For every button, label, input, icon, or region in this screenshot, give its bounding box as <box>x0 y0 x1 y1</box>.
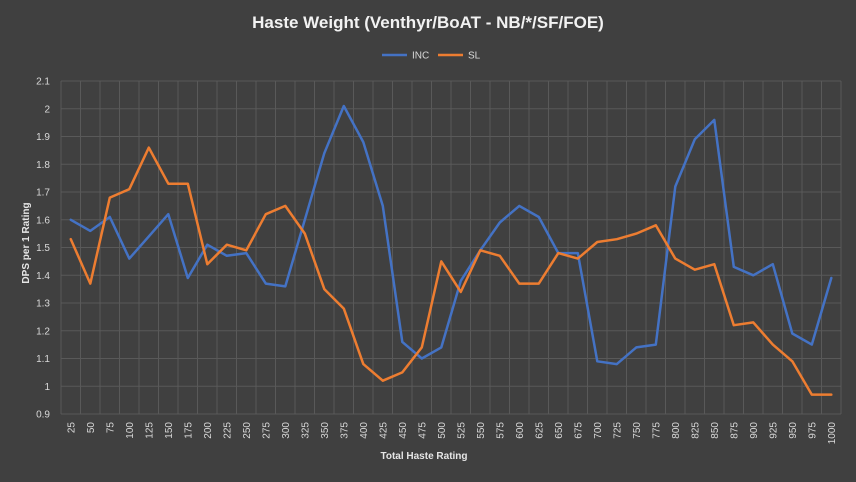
x-tick-label: 75 <box>105 422 116 434</box>
x-tick-label: 100 <box>125 422 136 439</box>
y-tick-label: 1.3 <box>36 299 50 310</box>
x-tick-label: 650 <box>554 422 565 439</box>
x-tick-label: 550 <box>476 422 487 439</box>
y-tick-label: 1 <box>44 382 50 393</box>
x-tick-label: 450 <box>398 422 409 439</box>
y-tick-label: 1.9 <box>36 132 50 143</box>
x-tick-label: 925 <box>768 422 779 439</box>
x-tick-label: 575 <box>495 422 506 439</box>
y-axis-ticks: 2.1 2 1.9 1.8 1.7 1.6 1.5 1.4 1.3 1.2 1.1 1 0.9 <box>36 77 50 421</box>
x-tick-label: 425 <box>378 422 389 439</box>
y-axis-title: DPS per 1 Rating <box>21 202 32 283</box>
series-line-sl <box>69 146 833 396</box>
x-tick-label: 225 <box>222 422 233 439</box>
x-tick-label: 525 <box>456 422 467 439</box>
legend-label: SL <box>468 51 481 62</box>
x-tick-label: 125 <box>144 422 155 439</box>
x-tick-label: 875 <box>729 422 740 439</box>
x-axis-ticks: 25 50 75 100 125 150 175 200 225 250 275 300 325 350 3… <box>66 422 838 445</box>
x-tick-label: 775 <box>651 422 662 439</box>
x-tick-label: 275 <box>261 422 272 439</box>
x-tick-label: 800 <box>671 422 682 439</box>
y-tick-label: 1.2 <box>36 326 50 337</box>
legend-item-inc: INC <box>382 51 429 62</box>
x-tick-label: 400 <box>359 422 370 439</box>
legend: INC SL <box>382 51 481 62</box>
x-tick-label: 725 <box>612 422 623 439</box>
y-tick-label: 2 <box>44 104 50 115</box>
series-line-inc <box>69 104 833 366</box>
x-tick-label: 25 <box>66 422 77 434</box>
x-tick-label: 250 <box>242 422 253 439</box>
y-tick-label: 2.1 <box>36 77 50 88</box>
y-tick-label: 0.9 <box>36 410 50 421</box>
x-tick-label: 200 <box>203 422 214 439</box>
gridlines <box>60 80 842 415</box>
y-tick-label: 1.6 <box>36 215 50 226</box>
x-tick-label: 475 <box>417 422 428 439</box>
x-axis-title: Total Haste Rating <box>380 451 467 462</box>
y-tick-label: 1.7 <box>36 188 50 199</box>
legend-item-sl: SL <box>438 51 481 62</box>
x-tick-label: 350 <box>320 422 331 439</box>
x-tick-label: 50 <box>86 422 97 434</box>
x-tick-label: 625 <box>534 422 545 439</box>
y-tick-label: 1.1 <box>36 354 50 365</box>
x-tick-label: 150 <box>164 422 175 439</box>
series-group <box>69 104 833 396</box>
x-tick-label: 675 <box>573 422 584 439</box>
y-tick-label: 1.8 <box>36 160 50 171</box>
x-tick-label: 975 <box>807 422 818 439</box>
x-tick-label: 300 <box>281 422 292 439</box>
y-tick-label: 1.4 <box>36 271 50 282</box>
legend-label: INC <box>412 51 429 62</box>
x-tick-label: 750 <box>632 422 643 439</box>
x-tick-label: 600 <box>515 422 526 439</box>
y-tick-label: 1.5 <box>36 243 50 254</box>
x-tick-label: 825 <box>690 422 701 439</box>
x-tick-label: 700 <box>593 422 604 439</box>
x-tick-label: 950 <box>788 422 799 439</box>
x-tick-label: 175 <box>183 422 194 439</box>
x-tick-label: 500 <box>437 422 448 439</box>
chart-title: Haste Weight (Venthyr/BoAT - NB/*/SF/FOE… <box>252 13 604 32</box>
x-tick-label: 850 <box>710 422 721 439</box>
x-tick-label: 900 <box>749 422 760 439</box>
x-tick-label: 325 <box>300 422 311 439</box>
x-tick-label: 375 <box>339 422 350 439</box>
x-tick-label: 1000 <box>827 422 838 445</box>
